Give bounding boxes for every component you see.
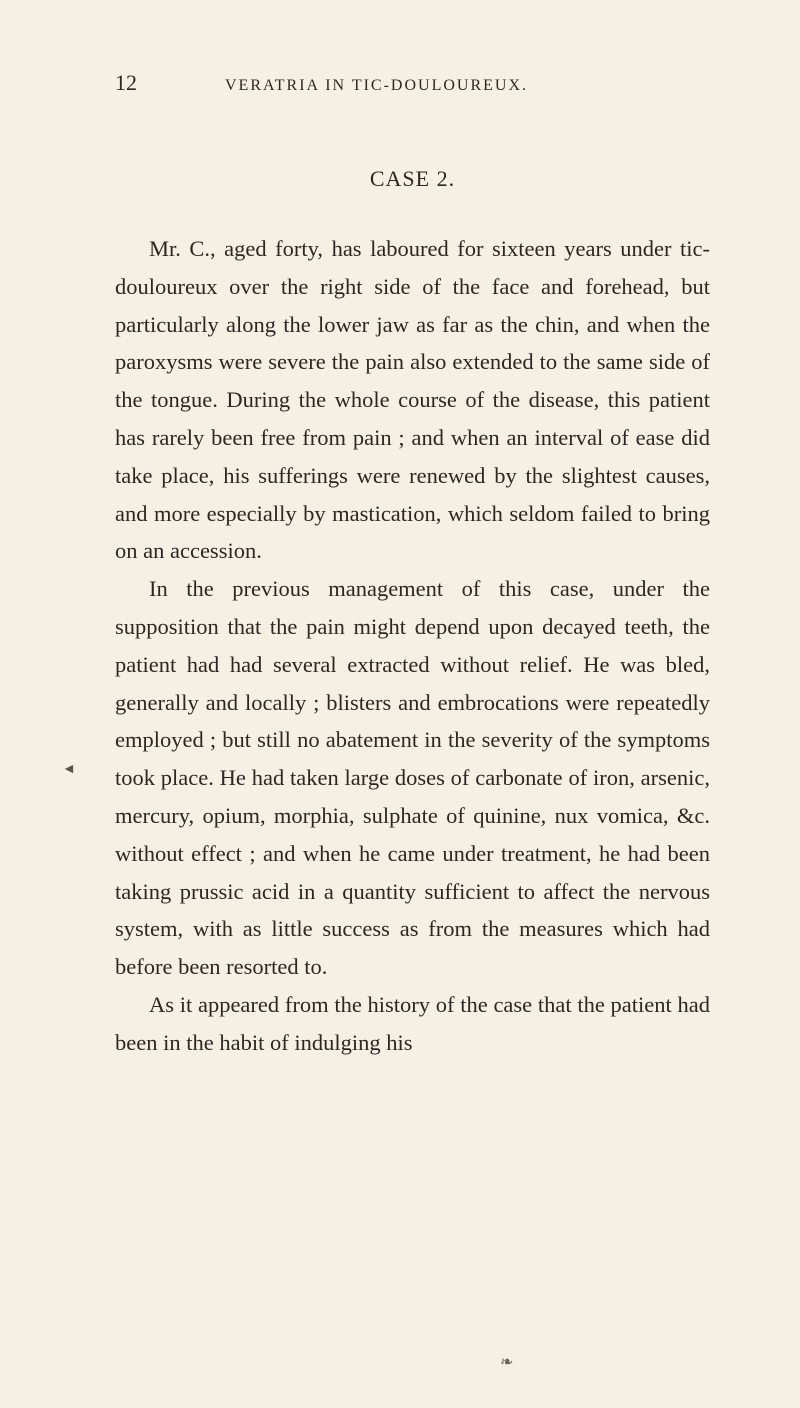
page-container: 12 VERATRIA IN TIC-DOULOUREUX. CASE 2. M… (0, 0, 800, 1408)
paragraph: In the previous management of this case,… (115, 570, 710, 986)
footer-mark-icon: ❧ (500, 1352, 513, 1372)
case-heading: CASE 2. (115, 166, 710, 192)
running-head: VERATRIA IN TIC-DOULOUREUX. (225, 77, 528, 95)
margin-mark-icon: ◄ (62, 762, 76, 778)
paragraph: Mr. C., aged forty, has laboured for six… (115, 230, 710, 570)
header-line: 12 VERATRIA IN TIC-DOULOUREUX. (115, 70, 710, 96)
body-text: Mr. C., aged forty, has laboured for six… (115, 230, 710, 1062)
paragraph: As it appeared from the history of the c… (115, 986, 710, 1062)
page-number: 12 (115, 70, 225, 96)
